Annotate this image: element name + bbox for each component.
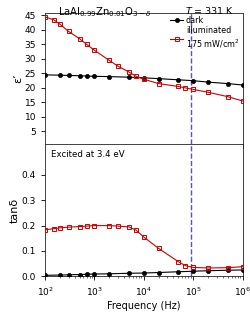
X-axis label: Frequency (Hz): Frequency (Hz) (107, 300, 180, 311)
Text: $T$ = 331 K: $T$ = 331 K (185, 5, 235, 16)
Y-axis label: ε’: ε’ (13, 74, 23, 83)
illuminated
175 mW/cm$^{2}$ (241, 99, 244, 103)
illuminated
175 mW/cm$^{2}$ (108, 58, 111, 62)
illuminated
175 mW/cm$^{2}$ (177, 84, 180, 88)
illuminated
175 mW/cm$^{2}$ (142, 77, 145, 81)
Text: LaAl$_{0.99}$Zn$_{0.01}$O$_{3-\delta}$: LaAl$_{0.99}$Zn$_{0.01}$O$_{3-\delta}$ (58, 5, 152, 19)
dark (206, 80, 210, 84)
illuminated
175 mW/cm$^{2}$ (78, 37, 81, 41)
dark (93, 74, 96, 78)
illuminated
175 mW/cm$^{2}$ (85, 43, 88, 46)
Legend: dark, illuminated
175 mW/cm$^{2}$: dark, illuminated 175 mW/cm$^{2}$ (170, 15, 240, 51)
Y-axis label: tanδ: tanδ (10, 198, 20, 223)
dark (108, 75, 111, 78)
dark (58, 73, 61, 77)
dark (192, 79, 194, 83)
illuminated
175 mW/cm$^{2}$ (58, 22, 61, 26)
Line: dark: dark (43, 73, 244, 87)
illuminated
175 mW/cm$^{2}$ (184, 86, 187, 90)
dark (157, 77, 160, 80)
illuminated
175 mW/cm$^{2}$ (192, 88, 194, 91)
dark (85, 74, 88, 78)
illuminated
175 mW/cm$^{2}$ (157, 82, 160, 85)
dark (128, 75, 130, 79)
dark (226, 82, 229, 85)
dark (241, 83, 244, 87)
illuminated
175 mW/cm$^{2}$ (52, 18, 55, 22)
illuminated
175 mW/cm$^{2}$ (93, 48, 96, 52)
dark (44, 73, 46, 77)
dark (78, 74, 81, 78)
illuminated
175 mW/cm$^{2}$ (67, 30, 70, 33)
Text: Excited at 3.4 eV: Excited at 3.4 eV (51, 150, 125, 159)
dark (177, 78, 180, 82)
illuminated
175 mW/cm$^{2}$ (128, 70, 130, 74)
dark (67, 73, 70, 77)
Line: illuminated
175 mW/cm$^{2}$: illuminated 175 mW/cm$^{2}$ (43, 15, 245, 103)
illuminated
175 mW/cm$^{2}$ (44, 15, 46, 19)
dark (142, 76, 145, 80)
illuminated
175 mW/cm$^{2}$ (134, 74, 138, 78)
illuminated
175 mW/cm$^{2}$ (116, 64, 119, 68)
illuminated
175 mW/cm$^{2}$ (226, 95, 229, 99)
illuminated
175 mW/cm$^{2}$ (206, 90, 210, 94)
